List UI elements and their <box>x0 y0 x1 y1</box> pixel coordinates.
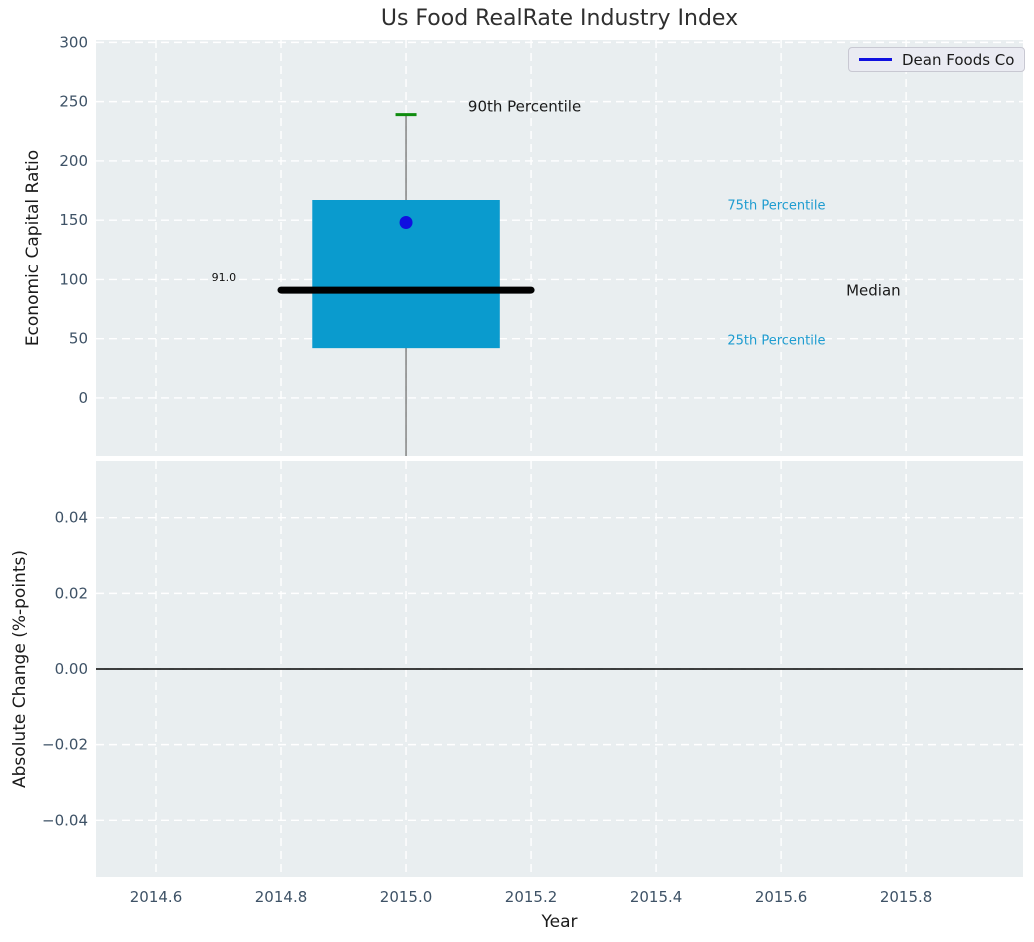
bottom-y-axis-label: Absolute Change (%-points) <box>10 550 30 788</box>
top-y-tick-label: 100 <box>59 270 88 288</box>
x-axis-label: Year <box>541 912 578 932</box>
top-y-tick-label: 200 <box>59 152 88 170</box>
top-y-tick-label: 300 <box>59 33 88 51</box>
top-y-tick-label: 250 <box>59 93 88 111</box>
top-y-tick-label: 150 <box>59 211 88 229</box>
top-y-tick-label: 50 <box>69 330 88 348</box>
annotation-25th-percentile: 25th Percentile <box>727 333 825 348</box>
bottom-y-tick-label: 0.00 <box>55 660 88 678</box>
top-y-axis-label: Economic Capital Ratio <box>23 149 43 347</box>
legend: Dean Foods Co <box>848 47 1026 72</box>
chart-title: Us Food RealRate Industry Index <box>380 6 739 31</box>
x-tick-label: 2014.8 <box>255 888 308 906</box>
legend-line-sample-icon <box>859 58 892 61</box>
x-tick-label: 2015.0 <box>380 888 433 906</box>
x-tick-label: 2015.8 <box>880 888 933 906</box>
x-tick-label: 2015.2 <box>505 888 558 906</box>
annotation-75th-percentile: 75th Percentile <box>727 198 825 213</box>
company-value-marker <box>399 216 413 230</box>
annotation-median: Median <box>846 281 901 299</box>
legend-label: Dean Foods Co <box>902 50 1015 69</box>
bottom-y-tick-label: −0.02 <box>42 736 88 754</box>
x-tick-label: 2015.4 <box>630 888 683 906</box>
bottom-y-tick-label: 0.04 <box>55 509 88 527</box>
bottom-y-tick-label: 0.02 <box>55 584 88 602</box>
bottom-y-tick-label: −0.04 <box>42 811 88 829</box>
annotation-90th-percentile: 90th Percentile <box>468 98 581 116</box>
x-tick-label: 2015.6 <box>755 888 808 906</box>
annotation-91-0: 91.0 <box>212 271 237 284</box>
x-tick-label: 2014.6 <box>130 888 183 906</box>
top-y-tick-label: 0 <box>78 389 88 407</box>
top-subplot-background <box>96 40 1023 456</box>
